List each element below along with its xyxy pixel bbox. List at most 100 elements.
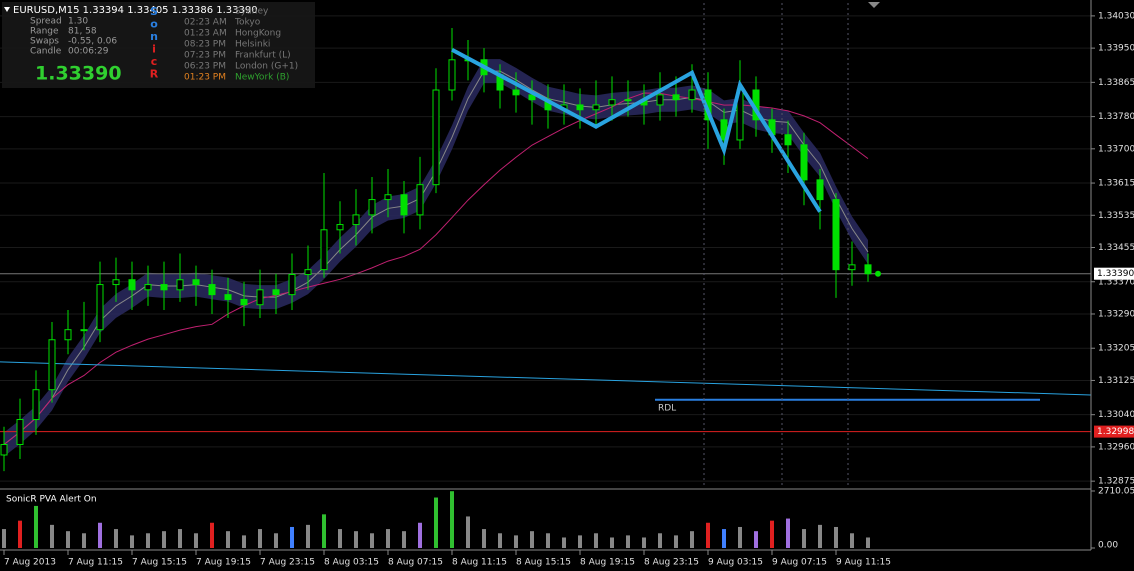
volume-bar xyxy=(354,531,358,548)
session-city: NewYork (B) xyxy=(235,73,289,83)
sonic-letter: S xyxy=(150,5,158,18)
x-tick-label: 7 Aug 11:15 xyxy=(68,558,123,568)
y-tick-label: 1.33040 xyxy=(1098,410,1134,420)
volume-bar xyxy=(418,522,422,548)
volume-bar xyxy=(866,537,870,548)
sonic-letter: n xyxy=(150,30,158,43)
y-tick-label: 1.33950 xyxy=(1098,44,1134,54)
y-tick-label: 1.33780 xyxy=(1098,112,1134,122)
x-tick-label: 8 Aug 23:15 xyxy=(644,558,699,568)
sonic-letter: i xyxy=(152,43,156,56)
candle-body xyxy=(368,199,376,216)
candle-body xyxy=(288,274,296,296)
volume-bar xyxy=(514,535,518,548)
current-label: 1.33390 xyxy=(1097,269,1134,279)
session-city: Sydney xyxy=(235,7,269,17)
volume-bar xyxy=(546,533,550,548)
x-tick-label: 7 Aug 19:15 xyxy=(196,558,251,568)
y-tick-label: 1.33865 xyxy=(1098,78,1134,88)
info-label: Candle xyxy=(30,47,62,57)
ma-line xyxy=(3,92,869,445)
session-time: 06:23 PM xyxy=(184,62,226,72)
volume-bar xyxy=(34,505,38,548)
x-tick-label: 7 Aug 15:15 xyxy=(132,558,187,568)
x-tick-label: 8 Aug 07:15 xyxy=(388,558,443,568)
volume-bar xyxy=(114,529,118,548)
info-label: Spread xyxy=(30,17,62,27)
volume-bar xyxy=(834,526,838,548)
candle-body xyxy=(48,339,56,391)
candle-body xyxy=(864,264,872,275)
level-label: 1.32998 xyxy=(1097,427,1134,437)
volume-bar xyxy=(434,497,438,548)
current-dot xyxy=(875,270,881,277)
volume-bar xyxy=(770,520,774,548)
volume-bar xyxy=(146,533,150,548)
candle-body xyxy=(304,269,312,276)
candle-body xyxy=(80,329,88,332)
level-tag xyxy=(1094,425,1134,438)
volume-bar xyxy=(594,533,598,548)
x-tick-label: 9 Aug 07:15 xyxy=(772,558,827,568)
y-tick-label: 1.33455 xyxy=(1098,243,1134,253)
y-tick-label: 0.00 xyxy=(1098,541,1118,551)
volume-bar xyxy=(658,533,662,548)
y-tick-label: 1.32875 xyxy=(1098,477,1134,487)
session-city: HongKong xyxy=(235,29,281,39)
volume-bar xyxy=(322,514,326,548)
session-city: Tokyo xyxy=(234,18,261,28)
y-tick-label: 1.33205 xyxy=(1098,344,1134,354)
sonic-letter: o xyxy=(150,18,158,31)
volume-bar xyxy=(66,531,70,548)
candle-body xyxy=(848,264,856,271)
zigzag xyxy=(451,47,822,213)
info-label: Swaps xyxy=(30,37,59,47)
y-tick-label: 1.33125 xyxy=(1098,376,1134,386)
volume-bar xyxy=(482,529,486,548)
y-tick-label: 1.33370 xyxy=(1098,277,1134,287)
candle-body xyxy=(32,389,40,421)
candle-body xyxy=(608,99,616,106)
info-label: Range xyxy=(30,27,59,37)
info-panel xyxy=(2,2,315,88)
volume-bar xyxy=(642,537,646,548)
info-value: 81, 58 xyxy=(68,27,97,37)
volume-bar xyxy=(450,491,454,548)
volume-bar xyxy=(626,535,630,548)
sonic-letter: c xyxy=(151,55,158,68)
volume-bar xyxy=(674,535,678,548)
volume-bar xyxy=(850,533,854,548)
candle-body xyxy=(160,284,168,291)
session-time: 01:23 AM xyxy=(184,29,227,39)
candle-body xyxy=(688,89,696,101)
volume-bar xyxy=(210,522,214,548)
y-tick-label: 1.32960 xyxy=(1098,442,1134,452)
candle-body xyxy=(384,194,392,201)
session-city: Helsinki xyxy=(235,40,270,50)
volume-bar xyxy=(82,533,86,548)
volume-bar xyxy=(386,529,390,548)
volume-bar xyxy=(18,520,22,548)
candle-body xyxy=(352,214,360,226)
volume-bar xyxy=(226,531,230,548)
x-tick-label: 8 Aug 11:15 xyxy=(452,558,507,568)
x-tick-label: 8 Aug 15:15 xyxy=(516,558,571,568)
volume-bar xyxy=(242,535,246,548)
x-tick-label: 8 Aug 19:15 xyxy=(580,558,635,568)
x-tick-label: 7 Aug 2013 xyxy=(4,558,56,568)
x-tick-label: 8 Aug 03:15 xyxy=(324,558,379,568)
candle-body xyxy=(784,134,792,146)
volume-bar xyxy=(530,531,534,548)
volume-bar xyxy=(786,518,790,548)
candle-body xyxy=(528,94,536,101)
volume-bar xyxy=(178,529,182,548)
volume-bar xyxy=(498,533,502,548)
candle-body xyxy=(208,284,216,296)
volume-bar xyxy=(578,535,582,548)
volume-bar xyxy=(754,531,758,548)
candle-body xyxy=(320,229,328,271)
candle-body xyxy=(240,298,248,306)
candle-body xyxy=(256,289,264,306)
candle-body xyxy=(16,419,24,445)
volume-bar xyxy=(706,522,710,548)
